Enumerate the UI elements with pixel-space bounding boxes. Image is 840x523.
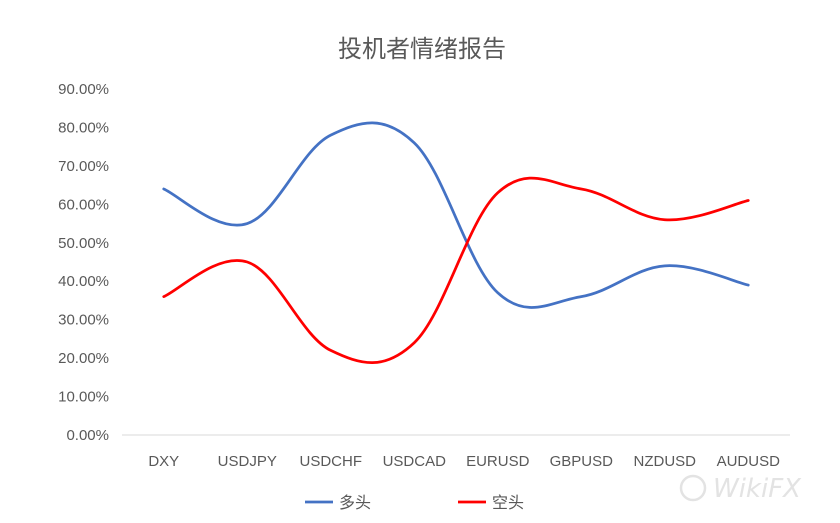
y-tick-label: 0.00% [66,427,109,444]
x-axis: DXY USDJPY USDCHF USDCAD EURUSD GBPUSD NZDUSD A… [148,453,780,470]
x-tick-label: USDCHF [300,453,363,470]
y-tick-label: 40.00% [58,273,109,290]
chart-title: 投机者情绪报告 [338,35,506,63]
x-tick-label: GBPUSD [550,453,614,470]
watermark-text: WikiFX [713,474,802,504]
x-tick-label: EURUSD [466,453,530,470]
y-tick-label: 10.00% [58,389,109,406]
watermark-logo-icon [679,474,707,502]
y-tick-label: 60.00% [58,196,109,213]
watermark: WikiFX [679,474,802,504]
x-tick-label: AUDUSD [717,453,781,470]
series-line-short [162,176,750,365]
series-lines [162,121,750,365]
series-line-long [162,121,750,309]
x-tick-label: DXY [148,453,179,470]
x-tick-label: USDCAD [383,453,447,470]
y-tick-label: 80.00% [58,119,109,136]
y-tick-label: 50.00% [58,235,109,252]
x-tick-label: NZDUSD [634,453,697,470]
x-tick-label: USDJPY [218,453,277,470]
legend-label: 多头 [339,493,371,512]
legend: 多头 空头 [305,493,524,512]
legend-label: 空头 [492,493,524,512]
y-tick-label: 30.00% [58,312,109,329]
y-tick-label: 70.00% [58,158,109,175]
y-tick-label: 20.00% [58,350,109,367]
y-tick-label: 90.00% [58,81,109,98]
y-axis: 0.00% 10.00% 20.00% 30.00% 40.00% 50.00% 60.00… [58,81,109,444]
